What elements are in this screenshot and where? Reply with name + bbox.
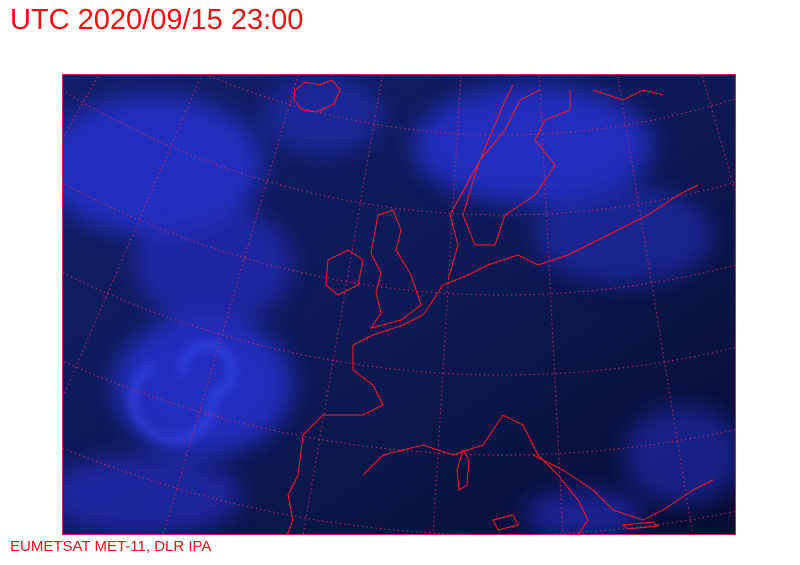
scandinavia <box>447 84 571 281</box>
timestamp-title: UTC 2020/09/15 23:00 <box>10 4 304 36</box>
finland <box>592 89 664 101</box>
ireland <box>325 249 364 296</box>
corsica-sardinia <box>456 448 470 491</box>
cyclone-swirl <box>129 341 237 444</box>
data-source-credit: EUMETSAT MET-11, DLR IPA <box>10 538 212 555</box>
satellite-map <box>62 74 736 535</box>
cloud-layer <box>63 75 735 534</box>
crete <box>621 521 660 530</box>
coastlines <box>286 79 714 534</box>
graticule <box>63 75 735 534</box>
sicily <box>492 514 519 531</box>
continental-coast <box>286 184 714 534</box>
iceland <box>293 79 341 113</box>
great-britain <box>369 209 422 329</box>
